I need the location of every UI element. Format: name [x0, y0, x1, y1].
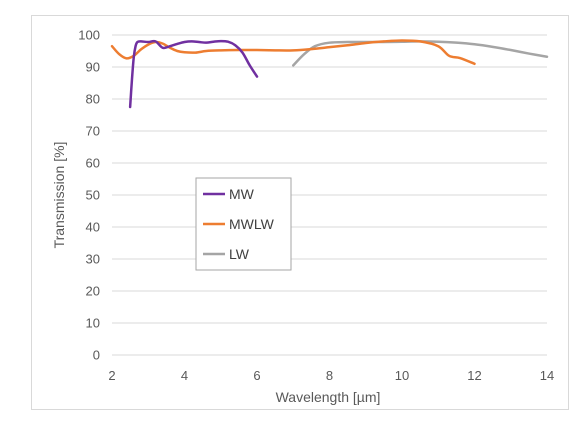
series-line-mwlw: [110, 39, 476, 66]
y-tick-label-50: 50: [86, 188, 100, 203]
series-line-lw: [292, 40, 549, 67]
x-tick-label-4: 4: [181, 368, 188, 383]
y-tick-label-0: 0: [93, 348, 100, 363]
legend-label-lw: LW: [229, 246, 250, 262]
gridlines: [112, 34, 547, 356]
x-tick-label-2: 2: [108, 368, 115, 383]
y-axis-label: Transmission [%]: [51, 142, 67, 249]
y-tick-label-30: 30: [86, 252, 100, 267]
y-tick-label-90: 90: [86, 60, 100, 75]
x-axis-label: Wavelength [µm]: [276, 389, 381, 405]
x-tick-label-8: 8: [326, 368, 333, 383]
chart-frame: [31, 15, 569, 410]
y-tick-labels: 0 10 20 30 40 50 60 70 80 90 100: [78, 28, 100, 363]
x-tick-label-6: 6: [253, 368, 260, 383]
y-tick-label-100: 100: [78, 28, 100, 43]
series-line-mw: [128, 39, 259, 109]
legend: MW MWLW LW: [195, 177, 292, 271]
y-tick-label-70: 70: [86, 124, 100, 139]
y-tick-label-20: 20: [86, 284, 100, 299]
x-tick-label-14: 14: [540, 368, 554, 383]
y-tick-label-60: 60: [86, 156, 100, 171]
x-tick-label-12: 12: [467, 368, 481, 383]
x-tick-labels: 2 4 6 8 10 12 14: [108, 368, 554, 383]
legend-label-mwlw: MWLW: [229, 216, 275, 232]
x-tick-label-10: 10: [395, 368, 409, 383]
legend-label-mw: MW: [229, 186, 255, 202]
series-lines: [110, 39, 549, 109]
y-tick-label-40: 40: [86, 220, 100, 235]
y-tick-label-80: 80: [86, 92, 100, 107]
y-tick-label-10: 10: [86, 316, 100, 331]
